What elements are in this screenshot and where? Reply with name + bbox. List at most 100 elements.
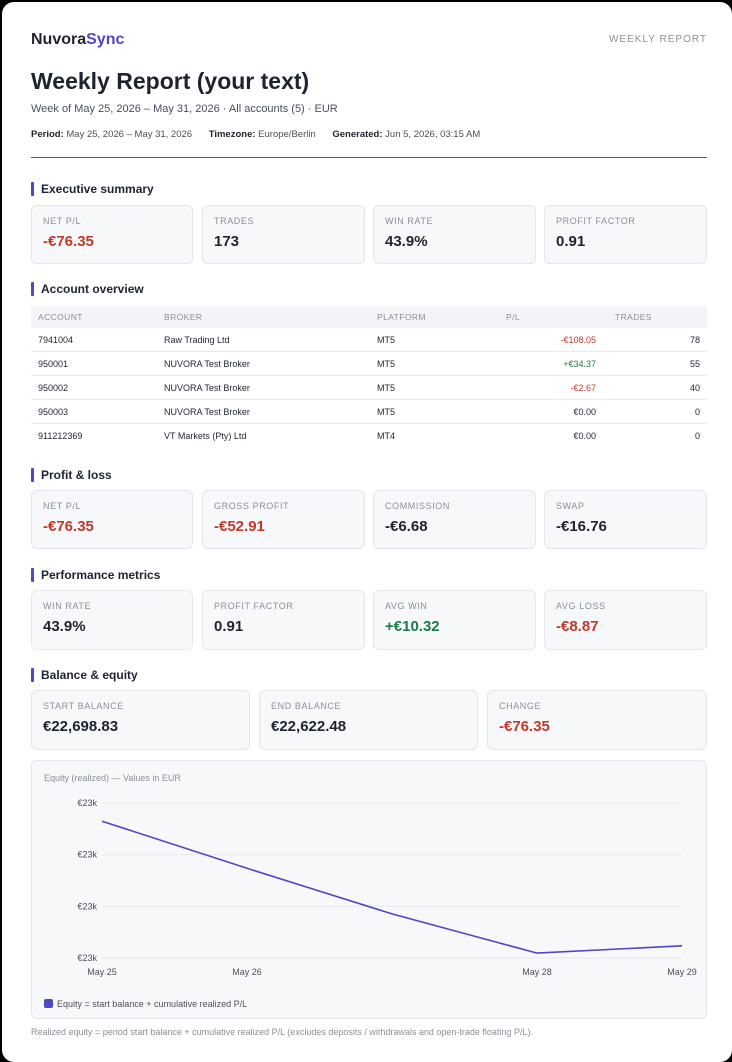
report-meta: Period: May 25, 2026 – May 31, 2026 Time… bbox=[31, 129, 480, 140]
card-value: -€6.68 bbox=[385, 518, 428, 535]
cell-platform: MT5 bbox=[370, 328, 499, 352]
summary-card-trades: TRADES 173 bbox=[202, 205, 365, 264]
card-value: €22,698.83 bbox=[43, 718, 119, 735]
section-title-account-overview: Account overview bbox=[31, 282, 144, 296]
page-title: Weekly Report (your text) bbox=[31, 68, 310, 94]
card-value: -€76.35 bbox=[43, 518, 94, 535]
section-title-executive-summary: Executive summary bbox=[31, 182, 154, 196]
section-title-performance: Performance metrics bbox=[31, 568, 160, 582]
table-header-row: ACCOUNT BROKER PLATFORM P/L TRADES bbox=[31, 306, 707, 328]
brand-accent: Sync bbox=[86, 31, 125, 48]
card-value: -€52.91 bbox=[214, 518, 265, 535]
cell-pl: €0.00 bbox=[499, 399, 603, 424]
cell-broker: NUVORA Test Broker bbox=[157, 375, 370, 400]
cell-account: 950003 bbox=[31, 399, 157, 424]
header-divider bbox=[31, 157, 707, 158]
cell-broker: NUVORA Test Broker bbox=[157, 351, 370, 376]
perf-card-profit-factor: PROFIT FACTOR 0.91 bbox=[202, 590, 365, 650]
card-label: TRADES bbox=[214, 216, 255, 226]
card-value: 0.91 bbox=[214, 618, 244, 635]
timezone-value: Europe/Berlin bbox=[258, 129, 316, 140]
equity-chart: €23k €23k €23k €23k May 25 May 26 May 28 May 29 bbox=[77, 798, 697, 977]
brand-logo: NuvoraSync bbox=[31, 31, 124, 49]
legend-swatch bbox=[44, 999, 53, 1008]
cell-broker: Raw Trading Ltd bbox=[157, 328, 370, 352]
cell-platform: MT5 bbox=[370, 351, 499, 376]
pl-card-gross-profit: GROSS PROFIT -€52.91 bbox=[202, 490, 365, 549]
chart-legend: Equity = start balance + cumulative real… bbox=[44, 999, 247, 1009]
perf-card-avg-loss: AVG LOSS -€8.87 bbox=[544, 590, 707, 650]
x-tick-label: May 29 bbox=[667, 967, 697, 977]
card-label: PROFIT FACTOR bbox=[214, 601, 294, 611]
card-label: NET P/L bbox=[43, 216, 82, 226]
summary-card-net-pl: NET P/L -€76.35 bbox=[31, 205, 193, 264]
card-label: START BALANCE bbox=[43, 701, 124, 711]
period-value: May 25, 2026 – May 31, 2026 bbox=[66, 129, 193, 140]
pl-card-commission: COMMISSION -€6.68 bbox=[373, 490, 536, 549]
card-label: AVG LOSS bbox=[556, 601, 606, 611]
cell-pl: €0.00 bbox=[573, 430, 596, 441]
card-value: 173 bbox=[214, 233, 240, 250]
pl-card-net-pl: NET P/L -€76.35 bbox=[31, 490, 193, 549]
y-tick-label: €23k bbox=[77, 901, 97, 911]
brand-main: Nuvora bbox=[31, 31, 87, 48]
page-subtitle: Week of May 25, 2026 – May 31, 2026 · Al… bbox=[31, 103, 338, 115]
card-value: +€10.32 bbox=[385, 618, 440, 635]
perf-card-avg-win: AVG WIN +€10.32 bbox=[373, 590, 536, 650]
cell-trades: 0 bbox=[694, 430, 700, 441]
cell-trades: 55 bbox=[603, 351, 707, 376]
generated-value: Jun 5, 2026, 03:15 AM bbox=[385, 129, 481, 140]
card-value: 43.9% bbox=[43, 618, 86, 635]
x-tick-label: May 28 bbox=[522, 967, 552, 977]
y-tick-label: €23k bbox=[77, 798, 97, 808]
column-header-pl: P/L bbox=[499, 306, 603, 328]
card-value: -€8.87 bbox=[556, 618, 599, 635]
card-value: -€76.35 bbox=[43, 233, 94, 250]
pl-card-swap: SWAP -€16.76 bbox=[544, 490, 707, 549]
cell-account: 950002 bbox=[31, 375, 157, 400]
cell-trades: 78 bbox=[603, 328, 707, 352]
cell-broker: NUVORA Test Broker bbox=[157, 399, 370, 424]
card-value: 43.9% bbox=[385, 233, 428, 250]
card-label: AVG WIN bbox=[385, 601, 428, 611]
card-value: -€16.76 bbox=[556, 518, 607, 535]
cell-platform: MT5 bbox=[370, 375, 499, 400]
table-row: 7941004 Raw Trading Ltd MT5 -€108.05 78 bbox=[31, 328, 707, 352]
perf-card-win-rate: WIN RATE 43.9% bbox=[31, 590, 193, 650]
card-label: CHANGE bbox=[499, 701, 542, 711]
cell-platform: MT5 bbox=[370, 399, 499, 424]
account-table: ACCOUNT BROKER PLATFORM P/L TRADES 79410… bbox=[31, 306, 707, 447]
table-row: 950003 NUVORA Test Broker MT5 €0.00 0 bbox=[31, 399, 707, 424]
legend-label: Equity = start balance + cumulative real… bbox=[57, 999, 248, 1009]
balance-card-change: CHANGE -€76.35 bbox=[487, 690, 707, 750]
card-label: NET P/L bbox=[43, 501, 82, 511]
summary-card-win-rate: WIN RATE 43.9% bbox=[373, 205, 536, 264]
table-row: 950001 NUVORA Test Broker MT5 +€34.37 55 bbox=[31, 351, 707, 376]
footnote: Realized equity = period start balance +… bbox=[31, 1027, 533, 1037]
card-label: COMMISSION bbox=[385, 501, 451, 511]
report-tag: WEEKLY REPORT bbox=[608, 34, 707, 45]
summary-card-profit-factor: PROFIT FACTOR 0.91 bbox=[544, 205, 707, 264]
card-label: PROFIT FACTOR bbox=[556, 216, 636, 226]
card-label: END BALANCE bbox=[271, 701, 342, 711]
section-title-profit-loss: Profit & loss bbox=[31, 468, 112, 482]
equity-chart-panel: Equity (realized) — Values in EUR €23k €2… bbox=[31, 760, 707, 1019]
cell-broker: VT Markets (Pty) Ltd bbox=[164, 430, 247, 441]
card-label: SWAP bbox=[556, 501, 585, 511]
cell-account: 911212369 bbox=[38, 430, 83, 441]
column-header-account: ACCOUNT bbox=[31, 306, 157, 328]
y-tick-label: €23k bbox=[77, 953, 97, 963]
period-label: Period: bbox=[31, 129, 64, 140]
equity-series-line bbox=[101, 820, 683, 954]
x-tick-label: May 26 bbox=[232, 967, 262, 977]
card-value: 0.91 bbox=[556, 233, 586, 250]
cell-platform: MT4 bbox=[377, 430, 395, 441]
cell-trades: 40 bbox=[603, 375, 707, 400]
table-row: 911212369 VT Markets (Pty) Ltd MT4 €0.00… bbox=[31, 424, 707, 448]
cell-account: 950001 bbox=[31, 351, 157, 376]
cell-account: 7941004 bbox=[31, 328, 157, 352]
cell-pl: +€34.37 bbox=[499, 351, 603, 376]
y-tick-label: €23k bbox=[77, 850, 97, 860]
x-tick-label: May 25 bbox=[87, 967, 117, 977]
